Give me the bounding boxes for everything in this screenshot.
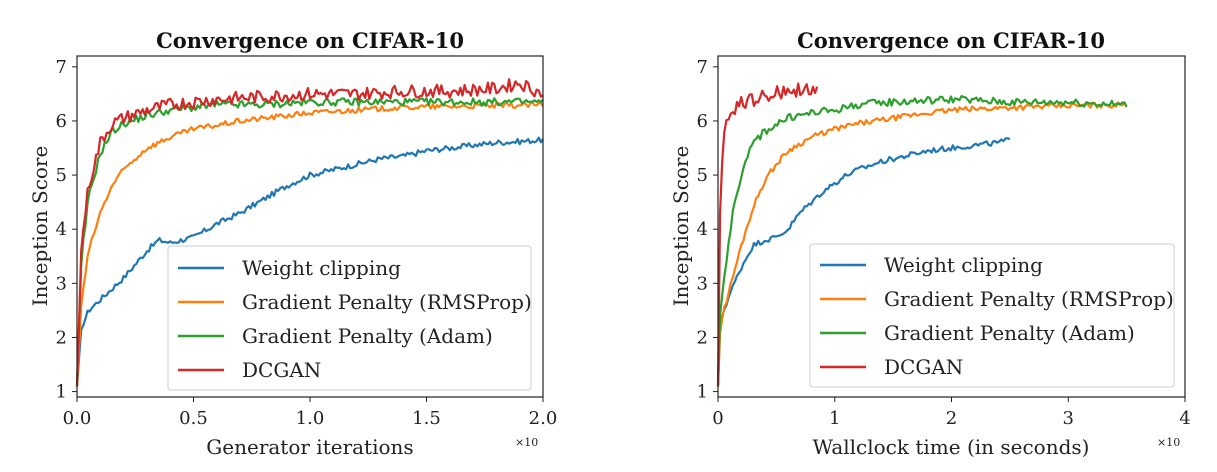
legend-label-weight-clipping: Weight clipping (242, 256, 401, 280)
series-line-gp-rmsprop (75, 101, 544, 387)
series-line-weight-clipping (716, 137, 1011, 387)
x-axis-label: Wallclock time (in seconds) (813, 435, 1090, 459)
y-tick-label: 1 (56, 382, 67, 403)
chart-title: Convergence on CIFAR-10 (797, 28, 1105, 53)
legend: Weight clipping Gradient Penalty (RMSPro… (809, 243, 1175, 388)
legend-label-weight-clipping: Weight clipping (884, 253, 1043, 277)
series-line-gp-adam (75, 97, 544, 387)
x-tick-label: 0.0 (63, 408, 92, 429)
y-tick-label: 6 (697, 111, 708, 132)
legend-label-gp-adam: Gradient Penalty (Adam) (884, 321, 1135, 345)
chart-title: Convergence on CIFAR-10 (156, 28, 464, 53)
y-tick-label: 4 (697, 219, 708, 240)
x-tick-label: 1.0 (296, 408, 325, 429)
x-tick-label: 0.5 (179, 408, 208, 429)
series-line-dcgan (716, 82, 819, 387)
series-line-dcgan (75, 78, 544, 387)
x-tick-label: 0 (712, 408, 723, 429)
y-axis-label: Inception Score (669, 146, 693, 307)
y-tick-label: 3 (697, 273, 708, 294)
y-tick-label: 2 (697, 327, 708, 348)
y-tick-label: 5 (697, 165, 708, 186)
x-tick-label: 1.5 (412, 408, 441, 429)
y-tick-label: 4 (56, 219, 67, 240)
x-tick-label: 4 (1179, 408, 1190, 429)
plot-area (75, 78, 544, 387)
x-axis-multiplier: ×10 (515, 436, 538, 449)
y-axis-label: Inception Score (28, 146, 52, 307)
x-tick-label: 3 (1063, 408, 1074, 429)
x-axis-label: Generator iterations (206, 435, 413, 459)
y-tick-label: 1 (697, 382, 708, 403)
x-axis-ticks: 0 1 2 3 4 (712, 397, 1191, 429)
legend-box (809, 243, 1175, 388)
series-line-gp-adam (716, 95, 1128, 387)
legend: Weight clipping Gradient Penalty (RMSPro… (167, 245, 532, 391)
x-tick-label: 2 (946, 408, 957, 429)
x-tick-label: 2.0 (529, 408, 558, 429)
y-axis-ticks: 1 2 3 4 5 6 7 (697, 57, 718, 403)
x-axis-multiplier: ×10 (1157, 436, 1180, 449)
y-tick-label: 5 (56, 165, 67, 186)
x-tick-label: 1 (829, 408, 840, 429)
legend-label-gp-rmsprop: Gradient Penalty (RMSProp) (242, 290, 532, 314)
y-tick-label: 2 (56, 327, 67, 348)
legend-label-dcgan: DCGAN (242, 358, 321, 382)
y-tick-label: 7 (56, 57, 67, 78)
chart-generator-iterations: Convergence on CIFAR-10 1 2 3 4 5 6 7 0.0 0.5 1.… (28, 28, 557, 459)
y-tick-label: 6 (56, 111, 67, 132)
legend-label-gp-adam: Gradient Penalty (Adam) (242, 324, 493, 348)
y-tick-label: 7 (697, 57, 708, 78)
legend-label-gp-rmsprop: Gradient Penalty (RMSProp) (884, 287, 1174, 311)
legend-label-dcgan: DCGAN (884, 355, 963, 379)
legend-box (167, 245, 532, 391)
plot-area (716, 82, 1128, 387)
y-axis-ticks: 1 2 3 4 5 6 7 (56, 57, 77, 403)
y-tick-label: 3 (56, 273, 67, 294)
series-line-weight-clipping (75, 136, 544, 387)
x-axis-ticks: 0.0 0.5 1.0 1.5 2.0 (63, 397, 558, 429)
